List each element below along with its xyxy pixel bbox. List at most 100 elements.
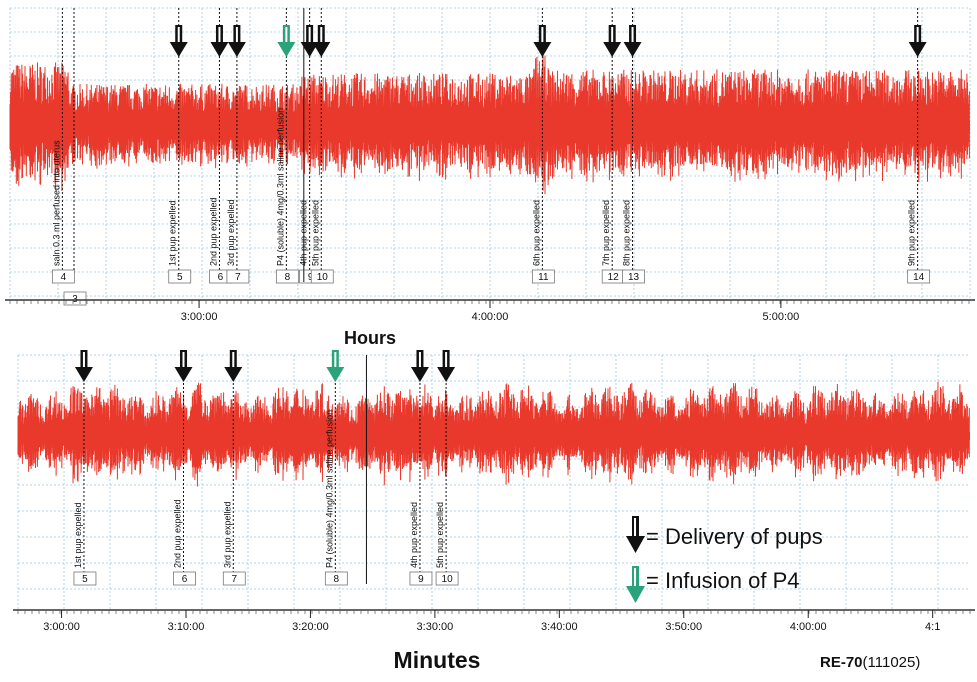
bottom-event-marker: 5th pup expelled 10 (435, 350, 459, 586)
bottom-event-number-box (73, 571, 97, 586)
bottom-event-label: 5th pup expelled (435, 502, 445, 568)
delivery-arrow-icon (300, 25, 319, 57)
bottom-x-axis: 3:00:00 3:10:00 3:20:00 3:30:00 3:40:00 3:50:… (13, 609, 975, 633)
top-event-number-box (226, 269, 250, 284)
top-event-label: 9th pup expelled (907, 200, 917, 266)
bottom-event-label: 4th pup expelled (409, 502, 419, 568)
top-event-number: 9 (308, 272, 314, 283)
top-event-number: 10 (317, 272, 329, 283)
infusion-arrow-icon (277, 25, 296, 57)
bottom-panel-minutes: 1st pup expelled 5 2nd pup expelled 6 3rd pu… (13, 350, 975, 633)
top-event-number: 14 (913, 272, 925, 283)
top-tick-label: 3:00:00 (181, 311, 218, 323)
bottom-event-marker: 2nd pup expelled 6 (173, 350, 196, 586)
top-event-label: saln 0.3 ml perfused into uterus (51, 140, 61, 266)
bottom-event-label: 1st pup expelled (73, 502, 83, 568)
credit-code: RE-70 (820, 654, 863, 671)
top-event-number: 4 (61, 272, 67, 283)
top-event-label: 3rd pup expelled (226, 199, 236, 266)
bottom-event-number-box (222, 571, 246, 586)
delivery-arrow-icon (312, 25, 331, 57)
top-event-number-box (63, 291, 87, 306)
top-event-number-box (51, 269, 75, 284)
top-tick-label: 5:00:00 (763, 311, 800, 323)
top-event-number: 13 (628, 272, 640, 283)
delivery-arrow-icon (410, 350, 429, 382)
top-event-number: 8 (285, 272, 291, 283)
delivery-arrow-icon (74, 350, 93, 382)
top-event-number: 11 (538, 272, 549, 283)
top-event-number: 7 (235, 272, 241, 283)
top-event-number-box (275, 269, 299, 284)
delivery-arrow-icon (174, 350, 193, 382)
delivery-arrow-icon (908, 25, 927, 57)
delivery-arrow-icon (603, 25, 622, 57)
top-event-marker: 7th pup expelled 12 (601, 8, 625, 284)
top-event-number-box (310, 269, 334, 284)
bottom-event-number-box (435, 571, 459, 586)
legend: = Delivery of pups = Infusion of P4 (626, 516, 823, 603)
top-event-number: 5 (177, 272, 183, 283)
bottom-event-marker: 1st pup expelled 5 (73, 350, 97, 586)
delivery-arrow-icon (623, 25, 642, 57)
top-event-label: 5th pup expelled (310, 200, 320, 266)
bottom-event-number: 6 (182, 574, 188, 585)
credit-date: (111025) (862, 654, 921, 671)
bottom-event-label: 3rd pup expelled (222, 501, 232, 568)
bottom-tick-label: 4:00:00 (790, 621, 827, 633)
delivery-arrow-icon (227, 25, 246, 57)
legend-infusion-arrow-icon (626, 566, 645, 603)
bottom-event-number-box (173, 571, 196, 586)
top-event-label: 6th pup expelled (531, 200, 541, 266)
delivery-arrow-icon (224, 350, 243, 382)
bottom-event-number: 5 (82, 574, 88, 585)
bottom-tick-label: 3:30:00 (417, 621, 454, 633)
top-event-marker: 6th pup expelled 11 (531, 8, 555, 284)
bottom-event-marker: 4th pup expelled 9 (409, 350, 433, 586)
top-event-marker: 1st pup expelled 5 (168, 8, 192, 284)
delivery-arrow-icon (210, 25, 229, 57)
bottom-baseline-band (18, 432, 970, 440)
bottom-event-number: 9 (418, 574, 424, 585)
delivery-arrow-icon (437, 350, 456, 382)
bottom-tick-label: 3:40:00 (541, 621, 578, 633)
delivery-arrow-icon (533, 25, 552, 57)
top-contraction-trace (9, 55, 970, 195)
top-event-number: 6 (218, 272, 224, 283)
top-event-number: 12 (608, 272, 620, 283)
top-event-label: 7th pup expelled (601, 200, 611, 266)
bottom-grid (17, 354, 970, 610)
top-event-marker: 9th pup expelled 14 (907, 8, 931, 284)
legend-delivery-label: = Delivery of pups (646, 524, 823, 549)
top-event-number-box (907, 269, 931, 284)
top-event-label: 8th pup expelled (622, 200, 632, 266)
bottom-tick-label: 3:10:00 (168, 621, 205, 633)
bottom-tick-label: 3:50:00 (665, 621, 702, 633)
hours-axis-title: Hours (344, 328, 396, 348)
bottom-event-number: 8 (334, 574, 340, 585)
top-event-marker: 8th pup expelled 13 (622, 8, 645, 284)
top-x-axis: 3:00:00 4:00:00 5:00:00 (5, 299, 975, 323)
top-event-label: 1st pup expelled (168, 200, 178, 266)
delivery-arrow-icon (169, 25, 188, 57)
top-event-label: 2nd pup expelled (208, 197, 218, 266)
figure-credit: RE-70(111025) (820, 654, 920, 671)
bottom-event-number-box (409, 571, 433, 586)
top-event-marker: 3rd pup expelled 7 (226, 8, 250, 284)
legend-infusion-label: = Infusion of P4 (646, 568, 800, 593)
top-event-label: P4 (soluble) 4mg/0.3ml saline perfusion (275, 108, 285, 266)
top-baseline-band (10, 121, 970, 133)
bottom-event-number: 7 (232, 574, 238, 585)
top-panel-hours: saln 0.3 ml perfused into uterus431st pu… (5, 7, 975, 323)
bottom-event-label: P4 (soluble) 4mg/0.3ml saline perfusion (324, 410, 334, 568)
bottom-event-number: 10 (442, 574, 454, 585)
infusion-arrow-icon (326, 350, 345, 382)
top-event-number-box (168, 269, 192, 284)
bottom-tick-label: 3:00:00 (43, 621, 80, 633)
